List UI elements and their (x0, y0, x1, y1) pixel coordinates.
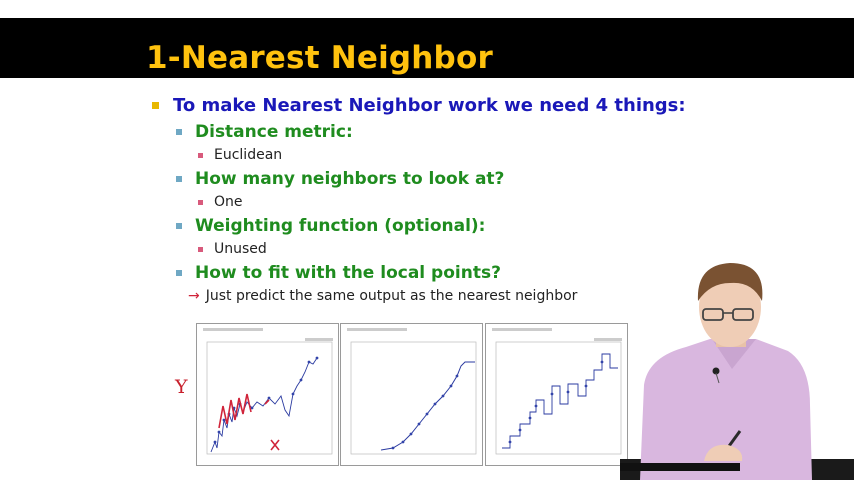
plot-3-graphic (492, 328, 622, 455)
hand-arrow-icon: → (188, 288, 200, 304)
plot-2 (340, 323, 483, 466)
item-4-heading: How to fit with the local points? (176, 263, 501, 283)
plot-3 (485, 323, 628, 466)
main-bullet: To make Nearest Neighbor work we need 4 … (152, 95, 686, 116)
item-1-heading: Distance metric: (176, 122, 353, 142)
item-3-detail: Unused (198, 241, 267, 257)
plot-1 (196, 323, 339, 466)
bullet-square-icon (198, 152, 203, 158)
top-strip (0, 0, 854, 18)
item-1-detail: Euclidean (198, 147, 282, 163)
item-2-heading: How many neighbors to look at? (176, 169, 504, 189)
plot-1-graphic (203, 328, 333, 455)
bullet-square-icon (176, 129, 182, 135)
plot-2-graphic (347, 328, 477, 455)
item-4-detail: → Just predict the same output as the ne… (188, 288, 578, 304)
title-bar: 1-Nearest Neighbor (0, 18, 854, 78)
bullet-square-icon (176, 176, 182, 182)
bullet-square-icon (198, 246, 203, 252)
item-2-detail: One (198, 194, 243, 210)
item-3-heading: Weighting function (optional): (176, 216, 485, 236)
bullet-square-icon (176, 223, 182, 229)
slide-title: 1-Nearest Neighbor (146, 40, 493, 76)
presenter (620, 263, 854, 480)
bullet-square-icon (176, 270, 182, 276)
bullet-square-icon (152, 102, 159, 109)
bullet-square-icon (198, 199, 203, 205)
hand-y-label: Y (175, 376, 188, 398)
main-point-text: To make Nearest Neighbor work we need 4 … (173, 95, 686, 116)
